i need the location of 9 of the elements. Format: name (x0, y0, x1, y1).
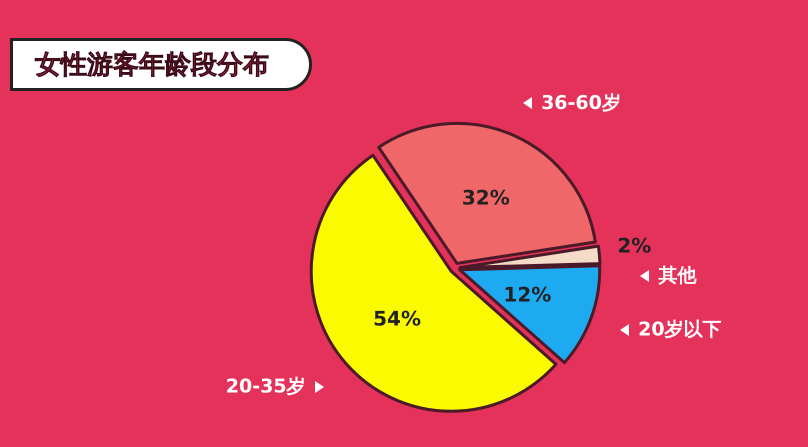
chart-title: 女性游客年龄段分布 (10, 38, 312, 91)
data-label: 2% (617, 233, 652, 258)
slice-label: 36-60岁 (541, 92, 621, 114)
slice-label: 20-35岁 (226, 376, 306, 398)
slice-label: 20岁以下 (638, 318, 722, 341)
data-label: 12% (503, 282, 552, 306)
data-label: 32% (462, 185, 510, 210)
data-label: 54% (373, 306, 421, 331)
slice-label: 其他 (657, 264, 698, 287)
